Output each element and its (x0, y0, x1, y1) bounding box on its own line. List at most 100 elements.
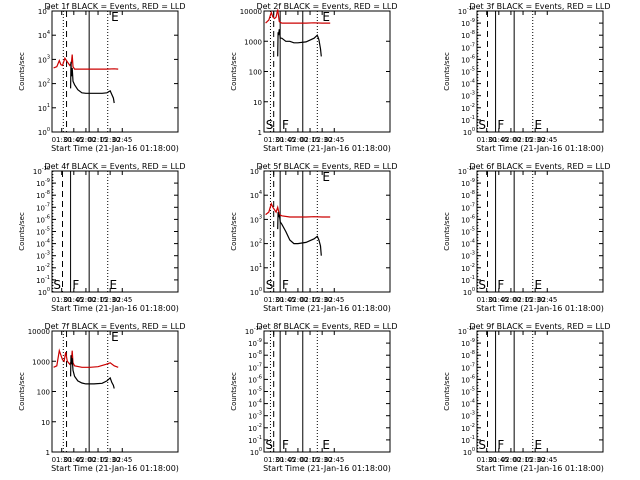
x-tick-label: 02:00 (288, 456, 308, 464)
y-tick-label: 10-4 (461, 239, 475, 249)
panel-title: Det 7f BLACK = Events, RED = LLD (44, 322, 185, 331)
x-tick-label: 01:30 (477, 136, 497, 144)
y-tick-label: 10-3 (36, 251, 50, 261)
x-tick-label: 02:15 (300, 136, 320, 144)
y-tick-label: 10-1 (461, 275, 475, 285)
y-tick-label: 10-5 (248, 387, 262, 397)
x-tick-label: 02:15 (88, 136, 108, 144)
x-tick-label: 02:15 (513, 456, 533, 464)
event-tag: S (478, 278, 486, 292)
y-tick-label: 10-3 (248, 411, 262, 421)
panel-title: Det 5f BLACK = Events, RED = LLD (256, 162, 397, 171)
detector-panel: Det 2f BLACK = Events, RED = LLD 1 10 100 10… (230, 2, 398, 153)
event-tag: E (322, 438, 330, 452)
y-tick-label: 10-5 (36, 227, 50, 237)
events-series-line (70, 355, 115, 389)
x-tick-label: 02:15 (88, 296, 108, 304)
y-tick-label: 10-2 (461, 103, 475, 113)
x-tick-label: 02:45 (324, 456, 344, 464)
event-tag: F (72, 278, 79, 292)
event-tag: E (535, 438, 543, 452)
x-tick-label: 02:00 (76, 456, 96, 464)
detector-panel: Det 4f BLACK = Events, RED = LLD 100 10-1 1… (18, 162, 186, 313)
y-tick-label: 1 (46, 449, 50, 457)
y-tick-label: 1000 (244, 38, 262, 46)
x-tick-label: 01:45 (64, 296, 84, 304)
x-tick-label: 02:00 (501, 296, 521, 304)
x-tick-label: 01:30 (264, 456, 284, 464)
x-tick-label: 01:30 (477, 456, 497, 464)
x-tick-label: 02:45 (112, 296, 132, 304)
y-tick-label: 10-8 (461, 30, 475, 40)
y-tick-label: 10-3 (461, 251, 475, 261)
detector-panel: Det 6f BLACK = Events, RED = LLD 100 10-1 1… (443, 162, 611, 313)
y-tick-label: 100 (250, 287, 262, 297)
panel-title: Det 9f BLACK = Events, RED = LLD (469, 322, 610, 331)
x-tick-label: 01:45 (489, 136, 509, 144)
plot-frame (263, 330, 391, 453)
detector-panel: Det 1f BLACK = Events, RED = LLD 100 101 10… (18, 2, 186, 153)
x-axis-label: Start Time (21-Jan-16 01:18:00) (263, 144, 391, 153)
y-tick-label: 10-3 (461, 91, 475, 101)
y-tick-label: 10000 (28, 328, 50, 336)
y-tick-label: 10-6 (461, 214, 475, 224)
detector-panel: Det 3f BLACK = Events, RED = LLD 100 10-1 1… (443, 2, 611, 153)
y-tick-label: 10-2 (36, 263, 50, 273)
event-tag: S (265, 438, 273, 452)
x-tick-label: 02:45 (537, 296, 557, 304)
x-axis-label: Start Time (21-Jan-16 01:18:00) (476, 464, 604, 473)
x-tick-label: 02:00 (288, 296, 308, 304)
events-series-line (277, 29, 322, 57)
y-tick-label: 10-6 (248, 374, 262, 384)
plot-frame (51, 330, 179, 453)
y-tick-label: 103 (38, 54, 50, 64)
x-tick-label: 01:45 (64, 136, 84, 144)
y-tick-label: 10-10 (458, 326, 475, 336)
y-tick-label: 10-10 (33, 166, 50, 176)
x-tick-label: 02:45 (537, 136, 557, 144)
y-tick-label: 1 (258, 129, 262, 137)
y-tick-label: 102 (38, 79, 50, 89)
y-tick-label: 105 (38, 6, 50, 16)
event-tag: E (535, 118, 543, 132)
y-tick-label: 10-4 (461, 79, 475, 89)
lld-series-line (265, 9, 331, 24)
x-tick-label: 01:30 (264, 136, 284, 144)
y-tick-label: 10-7 (461, 202, 475, 212)
x-tick-label: 02:45 (112, 456, 132, 464)
y-axis-label: Counts/sec (443, 372, 451, 411)
y-tick-label: 10-8 (36, 190, 50, 200)
y-tick-label: 100 (38, 127, 50, 137)
x-tick-label: 02:15 (513, 136, 533, 144)
x-axis-label: Start Time (21-Jan-16 01:18:00) (51, 464, 179, 473)
y-tick-label: 10 (253, 99, 262, 107)
event-tag: S (53, 278, 61, 292)
y-tick-label: 10-7 (36, 202, 50, 212)
y-tick-label: 100 (463, 287, 475, 297)
y-axis-label: Counts/sec (443, 212, 451, 251)
y-tick-label: 10-1 (461, 435, 475, 445)
y-tick-label: 10-5 (461, 387, 475, 397)
x-tick-label: 02:30 (100, 136, 120, 144)
y-tick-label: 10-4 (461, 399, 475, 409)
event-tag: S (266, 278, 274, 292)
y-tick-label: 101 (38, 103, 50, 113)
y-tick-label: 10 (41, 419, 50, 427)
y-axis-label: Counts/sec (18, 52, 26, 91)
y-tick-label: 10-9 (36, 178, 50, 188)
y-tick-label: 10-4 (248, 399, 262, 409)
x-tick-label: 01:30 (52, 296, 72, 304)
event-tag: E (322, 170, 330, 184)
x-axis-label: Start Time (21-Jan-16 01:18:00) (476, 144, 604, 153)
y-tick-label: 100 (463, 127, 475, 137)
x-axis-label: Start Time (21-Jan-16 01:18:00) (51, 304, 179, 313)
y-tick-label: 10-7 (461, 42, 475, 52)
event-tag: F (497, 438, 504, 452)
y-axis-label: Counts/sec (18, 372, 26, 411)
x-tick-label: 01:30 (264, 296, 284, 304)
y-tick-label: 10-9 (461, 18, 475, 28)
x-tick-label: 01:30 (52, 136, 72, 144)
event-tag: E (110, 278, 118, 292)
plot-frame (263, 170, 391, 293)
